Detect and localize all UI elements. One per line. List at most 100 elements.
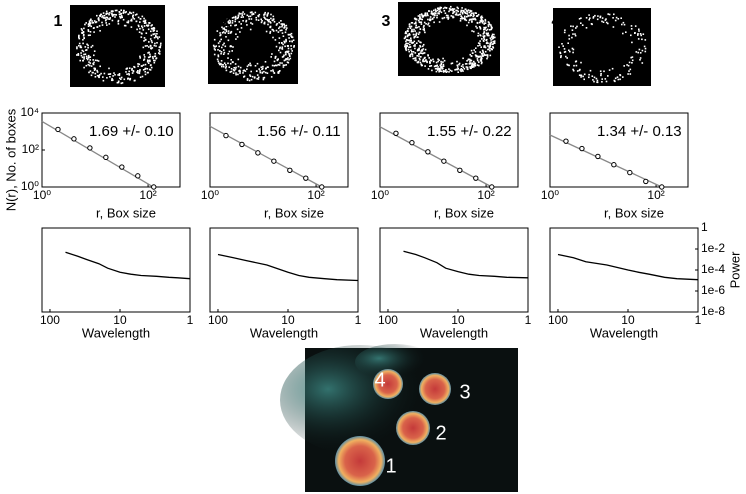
pixel [483,28,485,31]
pixel [273,72,276,74]
pixel [405,31,407,33]
pixel [249,11,252,14]
pixel [478,64,480,67]
pixel [271,64,274,67]
pixel [279,46,281,49]
pixel [214,49,216,51]
pixel [247,64,250,66]
pixel [440,62,443,65]
pixel [220,38,222,41]
pixel [438,59,440,61]
pixel [427,22,430,25]
data-point [119,164,125,170]
pixel [257,19,260,21]
pixel [138,63,141,66]
pixel [106,16,109,19]
pixel [440,60,442,63]
data-point [457,167,463,173]
annotation: 1.34 +/- 0.13 [597,123,682,140]
pixel [483,31,485,33]
y2-tick-label: 1e-8 [701,304,725,318]
pixel [105,18,107,21]
pixel [561,43,563,45]
pixel [144,63,147,66]
pixel [452,15,454,18]
pixel [413,36,415,39]
fit-line [549,134,663,188]
pixel [594,14,596,17]
pixel [235,73,237,76]
pixel [474,18,477,21]
pixel [466,11,469,13]
pixel [95,21,97,24]
pixel [486,38,488,41]
pixel [619,74,622,77]
pixel [93,54,95,57]
pixel [490,41,492,43]
pixel [269,26,271,28]
pixel [411,51,413,53]
pixel [600,74,602,77]
pixel [229,20,232,22]
pixel [283,64,286,67]
pixel [287,51,289,54]
pixel [407,34,410,36]
pixel [113,72,115,74]
pixel [82,50,85,53]
pixel [146,24,148,27]
pixel [220,60,223,62]
pixel [463,9,465,12]
pixel [239,13,241,15]
pixel [78,44,80,47]
pixel [572,51,574,54]
x-tick-label: 100 [208,313,228,327]
pixel [486,56,489,58]
pixel [469,10,472,13]
pixel [425,14,427,17]
x-tick-label: 10 [451,313,465,327]
pixel [415,21,417,24]
pixel [454,13,457,16]
pixel [213,38,216,41]
pixel [428,10,430,12]
pixel [252,12,254,15]
pixel [239,70,241,73]
pixel [450,15,453,17]
pixel [142,29,145,31]
pixel [644,50,647,53]
pixel [564,29,566,31]
data-point [579,145,585,152]
pixel [84,23,86,26]
pixel [415,33,417,36]
pixel [613,79,616,82]
pixel [456,66,459,68]
x-axis-label: Wavelength [82,325,150,340]
pixel [477,35,479,37]
pixel [237,15,240,17]
pixel [480,15,483,18]
data-point [659,184,665,190]
pixel [91,71,94,74]
pixel [447,18,449,20]
pixel [627,73,629,75]
pixel [439,64,442,67]
pixel [568,64,570,67]
pixel [575,60,578,62]
pixel [139,57,141,59]
pixel [486,33,488,36]
pixel [427,23,429,26]
pixel [217,54,220,56]
pixel [282,55,285,58]
pixel [410,39,412,41]
pixel [483,53,485,55]
pixel [248,18,250,20]
pixel [416,42,418,44]
pixel [422,52,425,54]
pixel [115,14,117,16]
pixel [452,12,454,15]
pixel [150,40,153,42]
pixel [223,51,226,54]
pixel [83,53,85,56]
pixel [416,49,419,52]
pixel [408,25,411,28]
